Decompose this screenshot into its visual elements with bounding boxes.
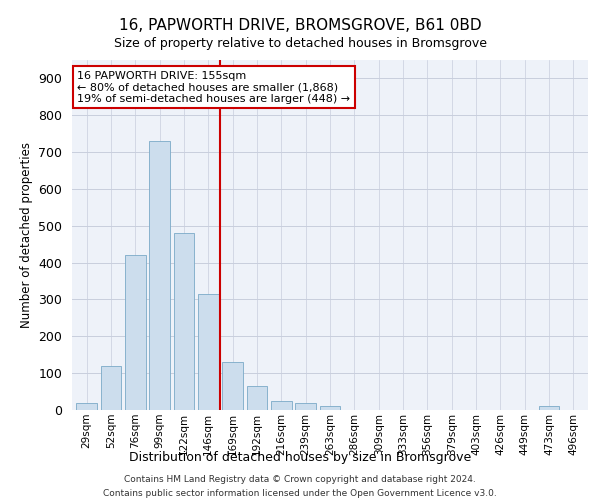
Bar bbox=[320, 406, 340, 410]
Bar bbox=[125, 256, 146, 410]
Text: Size of property relative to detached houses in Bromsgrove: Size of property relative to detached ho… bbox=[113, 38, 487, 51]
Bar bbox=[198, 294, 218, 410]
Bar bbox=[101, 366, 121, 410]
Y-axis label: Number of detached properties: Number of detached properties bbox=[20, 142, 33, 328]
Bar bbox=[295, 402, 316, 410]
Bar bbox=[271, 401, 292, 410]
Bar bbox=[76, 402, 97, 410]
Text: Distribution of detached houses by size in Bromsgrove: Distribution of detached houses by size … bbox=[129, 451, 471, 464]
Bar bbox=[222, 362, 243, 410]
Text: 16 PAPWORTH DRIVE: 155sqm
← 80% of detached houses are smaller (1,868)
19% of se: 16 PAPWORTH DRIVE: 155sqm ← 80% of detac… bbox=[77, 70, 350, 104]
Text: 16, PAPWORTH DRIVE, BROMSGROVE, B61 0BD: 16, PAPWORTH DRIVE, BROMSGROVE, B61 0BD bbox=[119, 18, 481, 32]
Bar bbox=[247, 386, 268, 410]
Text: Contains public sector information licensed under the Open Government Licence v3: Contains public sector information licen… bbox=[103, 490, 497, 498]
Bar bbox=[149, 141, 170, 410]
Bar bbox=[173, 233, 194, 410]
Bar bbox=[539, 406, 559, 410]
Text: Contains HM Land Registry data © Crown copyright and database right 2024.: Contains HM Land Registry data © Crown c… bbox=[124, 474, 476, 484]
